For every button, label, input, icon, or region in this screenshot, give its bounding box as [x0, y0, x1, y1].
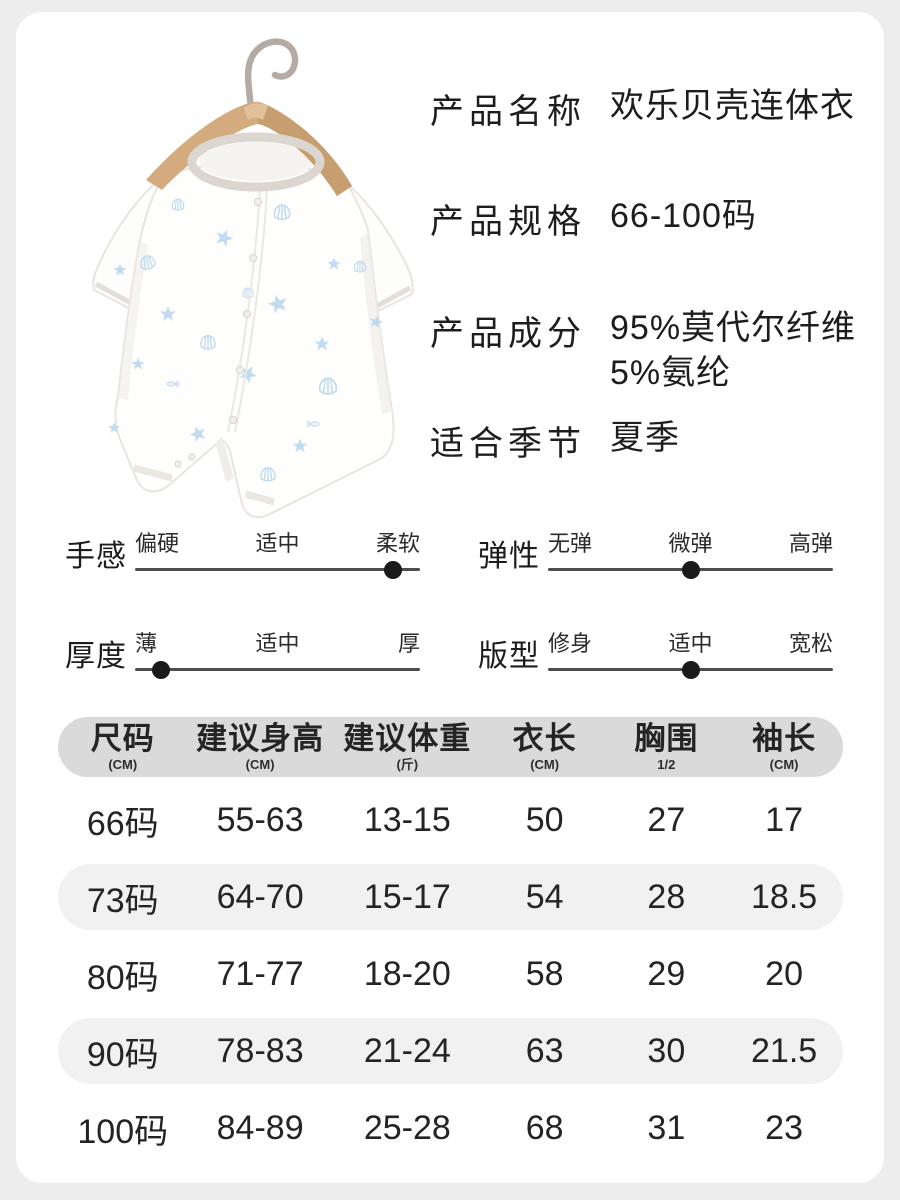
attr-slider: 薄 适中 厚 — [135, 626, 420, 679]
attr-option: 薄 — [135, 631, 158, 656]
attr-group-thickness: 厚度 薄 适中 厚 — [65, 626, 425, 686]
attr-option: 宽松 — [788, 631, 833, 656]
leg-cuff-left — [133, 464, 173, 482]
attr-slider-line — [135, 560, 420, 579]
column-header: 胸围 1/2 — [634, 721, 699, 772]
info-row-name: 产品名称 欢乐贝壳连体衣 — [430, 84, 855, 133]
info-label: 适合季节 — [430, 425, 586, 463]
attr-option: 修身 — [548, 631, 593, 656]
table-row: 66码 55-63 13-15 50 27 17 — [86, 801, 803, 843]
attr-slider-line — [548, 560, 833, 579]
collar-rim — [187, 132, 325, 192]
attr-option: 高弹 — [788, 531, 833, 556]
size-table-body: 66码 55-63 13-15 50 27 17 73码 64-70 15-17 54 28 18.… — [58, 782, 843, 1167]
info-label: 产品规格 — [430, 203, 586, 241]
attr-option: 适中 — [255, 631, 300, 656]
attr-option: 无弹 — [548, 531, 593, 556]
attr-option: 适中 — [668, 631, 713, 656]
attr-option: 柔软 — [375, 531, 420, 556]
attr-option: 适中 — [255, 531, 300, 556]
attr-name: 手感 — [65, 540, 127, 573]
info-value: 夏季 — [610, 419, 680, 457]
attr-slider: 偏硬 适中 柔软 — [135, 526, 420, 579]
attr-name: 版型 — [478, 640, 540, 673]
info-label: 产品名称 — [430, 93, 586, 131]
attr-options: 修身 适中 宽松 — [548, 626, 833, 658]
attr-slider-line — [548, 660, 833, 679]
attr-group-feel: 手感 偏硬 适中 柔软 — [65, 526, 425, 586]
attr-options: 无弹 微弹 高弹 — [548, 526, 833, 558]
attr-name: 厚度 — [65, 640, 127, 673]
attr-options: 薄 适中 厚 — [135, 626, 420, 658]
romper-body — [114, 163, 395, 519]
attr-slider-dot — [681, 660, 700, 679]
attr-option: 偏硬 — [135, 531, 180, 556]
column-header: 建议体重 (斤) — [343, 721, 472, 772]
info-row-composition: 产品成分 95%莫代尔纤维 5%氨纶 — [430, 306, 856, 396]
attr-name: 弹性 — [478, 540, 540, 573]
info-value: 欢乐贝壳连体衣 — [610, 87, 855, 125]
column-header: 衣长 (CM) — [512, 721, 577, 772]
leg-cuff-right — [245, 490, 275, 506]
info-row-spec: 产品规格 66-100码 — [430, 194, 757, 243]
attr-slider-dot — [383, 560, 402, 579]
attr-group-fit: 版型 修身 适中 宽松 — [478, 626, 838, 686]
table-row: 73码 64-70 15-17 54 28 18.5 — [58, 859, 843, 936]
neck-opening — [199, 141, 313, 181]
size-table-header: 尺码 (CM) 建议身高 (CM) 建议体重 (斤) 衣长 (CM) 胸围 1/2 袖长(… — [58, 717, 843, 777]
column-header: 尺码 (CM) — [90, 721, 155, 772]
attr-option: 厚 — [397, 631, 420, 656]
column-header: 建议身高 (CM) — [196, 721, 325, 772]
attr-options: 偏硬 适中 柔软 — [135, 526, 420, 558]
attr-slider: 修身 适中 宽松 — [548, 626, 833, 679]
info-value: 66-100码 — [610, 197, 757, 235]
column-header: 袖长 (CM) — [752, 721, 817, 772]
attr-group-elasticity: 弹性 无弹 微弹 高弹 — [478, 526, 838, 586]
info-value: 95%莫代尔纤维 5%氨纶 — [610, 309, 857, 392]
table-row: 80码 71-77 18-20 58 29 20 — [86, 955, 803, 997]
attr-slider-dot — [681, 560, 700, 579]
info-label: 产品成分 — [430, 315, 586, 353]
button-placket — [174, 187, 268, 468]
product-photo — [92, 38, 414, 519]
table-row: 100码 84-89 25-28 68 31 23 — [77, 1109, 803, 1151]
info-row-season: 适合季节 夏季 — [430, 416, 680, 465]
hanger-hook-icon — [244, 38, 299, 120]
attr-slider-dot — [151, 660, 170, 679]
attr-slider-line — [135, 660, 420, 679]
attr-option: 微弹 — [668, 531, 713, 556]
size-table: 尺码 (CM) 建议身高 (CM) 建议体重 (斤) 衣长 (CM) 胸围 1/2 袖长(… — [58, 717, 843, 1167]
product-detail-card: 产品名称 欢乐贝壳连体衣 产品规格 66-100码 产品成分 95%莫代尔纤维 5%氨… — [16, 12, 884, 1183]
table-row: 90码 78-83 21-24 63 30 21.5 — [58, 1013, 843, 1090]
attr-slider: 无弹 微弹 高弹 — [548, 526, 833, 579]
